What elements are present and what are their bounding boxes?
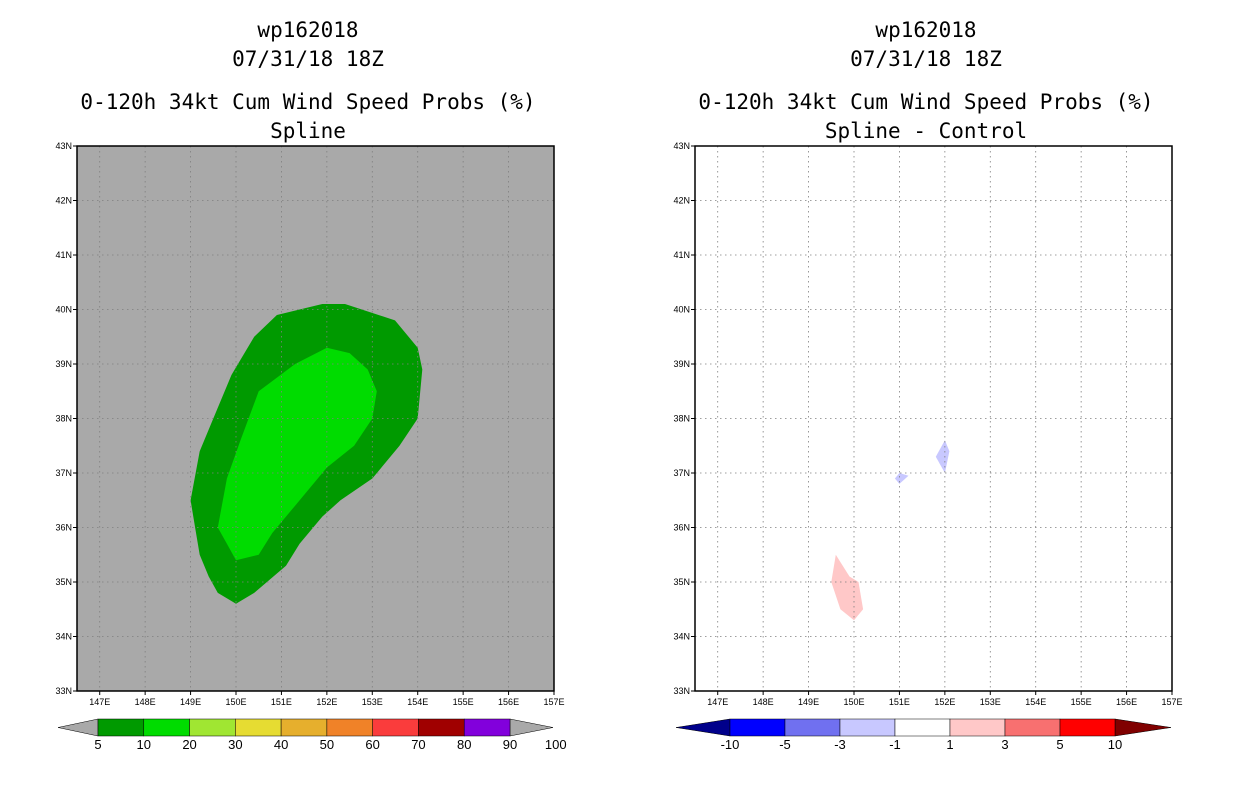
y-tick-label: 36N <box>55 523 72 533</box>
x-tick-label: 152E <box>316 697 337 707</box>
colorbar-label: 20 <box>182 737 196 752</box>
y-tick-label: 39N <box>55 359 72 369</box>
x-tick-label: 154E <box>407 697 428 707</box>
y-tick-label: 43N <box>55 141 72 151</box>
contour-region-1 <box>217 347 377 561</box>
y-tick-label: 37N <box>55 468 72 478</box>
colorbar-swatch <box>784 718 841 737</box>
colorbar-right-arrow <box>1114 718 1172 737</box>
y-tick-label: 38N <box>55 414 72 424</box>
colorbar-label: 70 <box>411 737 425 752</box>
y-tick-label: 33N <box>55 686 72 696</box>
colorbar-swatch <box>1059 718 1116 737</box>
map-background <box>695 146 1172 691</box>
contour-region-2 <box>831 554 864 621</box>
y-tick-label: 43N <box>673 141 690 151</box>
y-tick-label: 35N <box>55 577 72 587</box>
colorbar-left-arrow <box>675 718 731 737</box>
right-title: 0-120h 34kt Cum Wind Speed Probs (%) <box>698 90 1153 114</box>
colorbar-swatch <box>729 718 786 737</box>
left-map-panel: 147E 148E 149E 150E 151E 152E 153E 154E 155E 156E… <box>55 141 566 752</box>
colorbar-swatch <box>463 718 511 737</box>
x-tick-label: 148E <box>753 697 774 707</box>
right-storm-id: wp162018 <box>875 18 976 42</box>
y-tick-label: 37N <box>673 468 690 478</box>
colorbar-swatch <box>143 718 190 737</box>
colorbar-swatch <box>326 718 373 737</box>
x-tick-label: 157E <box>1161 697 1182 707</box>
x-tick-label: 148E <box>135 697 156 707</box>
colorbar-label: 100 <box>545 737 567 752</box>
y-tick-label: 40N <box>673 305 690 315</box>
colorbar-label: -5 <box>779 737 791 752</box>
colorbar-label: 40 <box>274 737 288 752</box>
left-datetime: 07/31/18 18Z <box>232 47 384 71</box>
left-subtitle: Spline <box>270 119 346 143</box>
y-tick-label: 33N <box>673 686 690 696</box>
x-tick-label: 153E <box>980 697 1001 707</box>
y-tick-label: 38N <box>673 414 690 424</box>
colorbar-label: 50 <box>320 737 334 752</box>
colorbar-swatch <box>418 718 465 737</box>
left-storm-id: wp162018 <box>257 18 358 42</box>
y-tick-label: 35N <box>673 577 690 587</box>
colorbar-label: 90 <box>503 737 517 752</box>
colorbar-label: -1 <box>889 737 901 752</box>
colorbar-swatch <box>894 718 951 737</box>
colorbar-swatch <box>372 718 419 737</box>
colorbar-label: 80 <box>457 737 471 752</box>
x-tick-label: 152E <box>934 697 955 707</box>
colorbar-swatch <box>839 718 896 737</box>
left-title: 0-120h 34kt Cum Wind Speed Probs (%) <box>80 90 535 114</box>
x-tick-label: 157E <box>543 697 564 707</box>
x-tick-label: 150E <box>225 697 246 707</box>
y-tick-label: 42N <box>55 196 72 206</box>
y-tick-label: 34N <box>673 632 690 642</box>
x-tick-label: 147E <box>707 697 728 707</box>
colorbar-label: 10 <box>137 737 151 752</box>
x-tick-label: 147E <box>89 697 110 707</box>
colorbar-label: 60 <box>365 737 379 752</box>
x-tick-label: 154E <box>1025 697 1046 707</box>
colorbar-left-arrow <box>57 718 99 737</box>
right-map-panel: 147E 148E 149E 150E 151E 152E 153E 154E 155E 156E… <box>673 141 1182 752</box>
colorbar-label: 5 <box>1056 737 1063 752</box>
colorbar-swatch <box>280 718 328 737</box>
y-tick-label: 41N <box>673 250 690 260</box>
colorbar-label: 5 <box>94 737 101 752</box>
colorbar-label: -10 <box>721 737 740 752</box>
y-tick-label: 42N <box>673 196 690 206</box>
colorbar-label: 1 <box>946 737 953 752</box>
x-tick-label: 156E <box>498 697 519 707</box>
x-tick-label: 149E <box>180 697 201 707</box>
x-tick-label: 156E <box>1116 697 1137 707</box>
y-tick-label: 34N <box>55 632 72 642</box>
colorbar-swatch <box>189 718 236 737</box>
x-tick-label: 151E <box>271 697 292 707</box>
y-tick-label: 39N <box>673 359 690 369</box>
colorbar-swatch <box>97 718 145 737</box>
colorbar-right-arrow <box>509 718 554 737</box>
colorbar-label: 30 <box>228 737 242 752</box>
right-datetime: 07/31/18 18Z <box>850 47 1002 71</box>
colorbar-label: -3 <box>834 737 846 752</box>
right-subtitle: Spline - Control <box>825 119 1027 143</box>
x-tick-label: 149E <box>798 697 819 707</box>
y-tick-label: 40N <box>55 305 72 315</box>
x-tick-label: 155E <box>1071 697 1092 707</box>
x-tick-label: 155E <box>453 697 474 707</box>
x-tick-label: 150E <box>843 697 864 707</box>
colorbar-label: 3 <box>1001 737 1008 752</box>
colorbar-swatch <box>1004 718 1061 737</box>
x-tick-label: 151E <box>889 697 910 707</box>
contour-region-0 <box>935 440 950 473</box>
colorbar-swatch <box>235 718 282 737</box>
colorbar-label: 10 <box>1108 737 1122 752</box>
x-tick-label: 153E <box>362 697 383 707</box>
y-tick-label: 41N <box>55 250 72 260</box>
contour-region-1 <box>894 473 909 484</box>
colorbar-swatch <box>949 718 1006 737</box>
y-tick-label: 36N <box>673 523 690 533</box>
